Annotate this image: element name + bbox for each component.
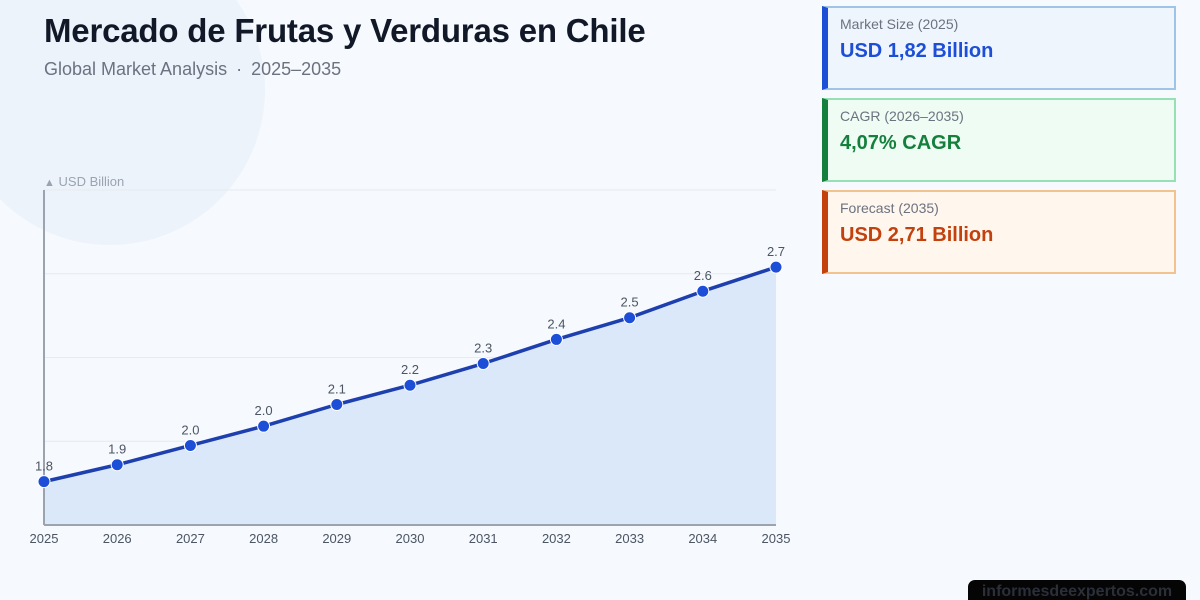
data-point-label: 2.4 <box>547 316 565 331</box>
watermark-link[interactable]: informesdeexpertos.com <box>968 580 1186 600</box>
data-point-label: 1.8 <box>35 459 53 474</box>
subtitle-scope: Global Market Analysis <box>44 59 228 79</box>
data-point-marker <box>330 397 344 411</box>
area-fill <box>44 267 776 525</box>
market-size-value: USD 1,82 Billion <box>840 40 994 62</box>
data-point-label: 2.0 <box>181 422 199 437</box>
x-tick-label: 2033 <box>615 531 644 546</box>
cagr-label: CAGR (2026–2035) <box>840 108 964 124</box>
forecast-value: USD 2,71 Billion <box>840 224 994 246</box>
y-axis-unit-label: ▲ USD Billion <box>44 174 124 189</box>
market-size-label: Market Size (2025) <box>840 16 959 32</box>
market-size-card: Market Size (2025) USD 1,82 Billion <box>822 6 1176 90</box>
x-tick-label: 2028 <box>249 531 278 546</box>
cagr-value: 4,07% CAGR <box>840 132 962 154</box>
data-point-label: 2.3 <box>474 341 492 356</box>
data-point-label: 2.0 <box>255 403 273 418</box>
data-point-label: 2.6 <box>694 268 712 283</box>
data-point-label: 2.5 <box>621 295 639 310</box>
data-point-marker <box>403 378 417 392</box>
data-point-marker <box>257 419 271 433</box>
subtitle-separator: · <box>236 59 243 79</box>
data-point-label: 1.9 <box>108 442 126 457</box>
forecast-label: Forecast (2035) <box>840 200 939 216</box>
forecast-card: Forecast (2035) USD 2,71 Billion <box>822 190 1176 274</box>
y-axis-unit-text: USD Billion <box>58 174 125 189</box>
data-point-marker <box>476 357 490 371</box>
data-point-marker <box>623 311 637 325</box>
data-point-marker <box>696 284 710 298</box>
data-point-marker <box>183 438 197 452</box>
x-tick-label: 2030 <box>396 531 425 546</box>
data-point-marker <box>769 260 783 274</box>
x-tick-label: 2026 <box>103 531 132 546</box>
page-subtitle: Global Market Analysis · 2025–2035 <box>44 59 341 80</box>
x-tick-label: 2032 <box>542 531 571 546</box>
subtitle-period: 2025–2035 <box>251 59 342 79</box>
page-title: Mercado de Frutas y Verduras en Chile <box>44 12 646 49</box>
data-point-marker <box>110 458 124 472</box>
x-tick-label: 2029 <box>322 531 351 546</box>
data-point-label: 2.2 <box>401 362 419 377</box>
cagr-card: CAGR (2026–2035) 4,07% CAGR <box>822 98 1176 182</box>
triangle-up-icon: ▲ <box>44 177 55 189</box>
data-point-marker <box>549 332 563 346</box>
data-point-label: 2.7 <box>767 244 785 259</box>
x-tick-label: 2034 <box>688 531 717 546</box>
x-tick-label: 2027 <box>176 531 205 546</box>
data-point-marker <box>37 475 51 489</box>
data-point-label: 2.1 <box>328 381 346 396</box>
market-size-chart: 1.8 1.9 2.0 2.0 2.1 2.2 2.3 2.4 2.5 2.6 2.7 2025 202… <box>30 189 791 546</box>
x-tick-label: 2031 <box>469 531 498 546</box>
x-tick-label: 2025 <box>30 531 59 546</box>
x-tick-label: 2035 <box>762 531 791 546</box>
